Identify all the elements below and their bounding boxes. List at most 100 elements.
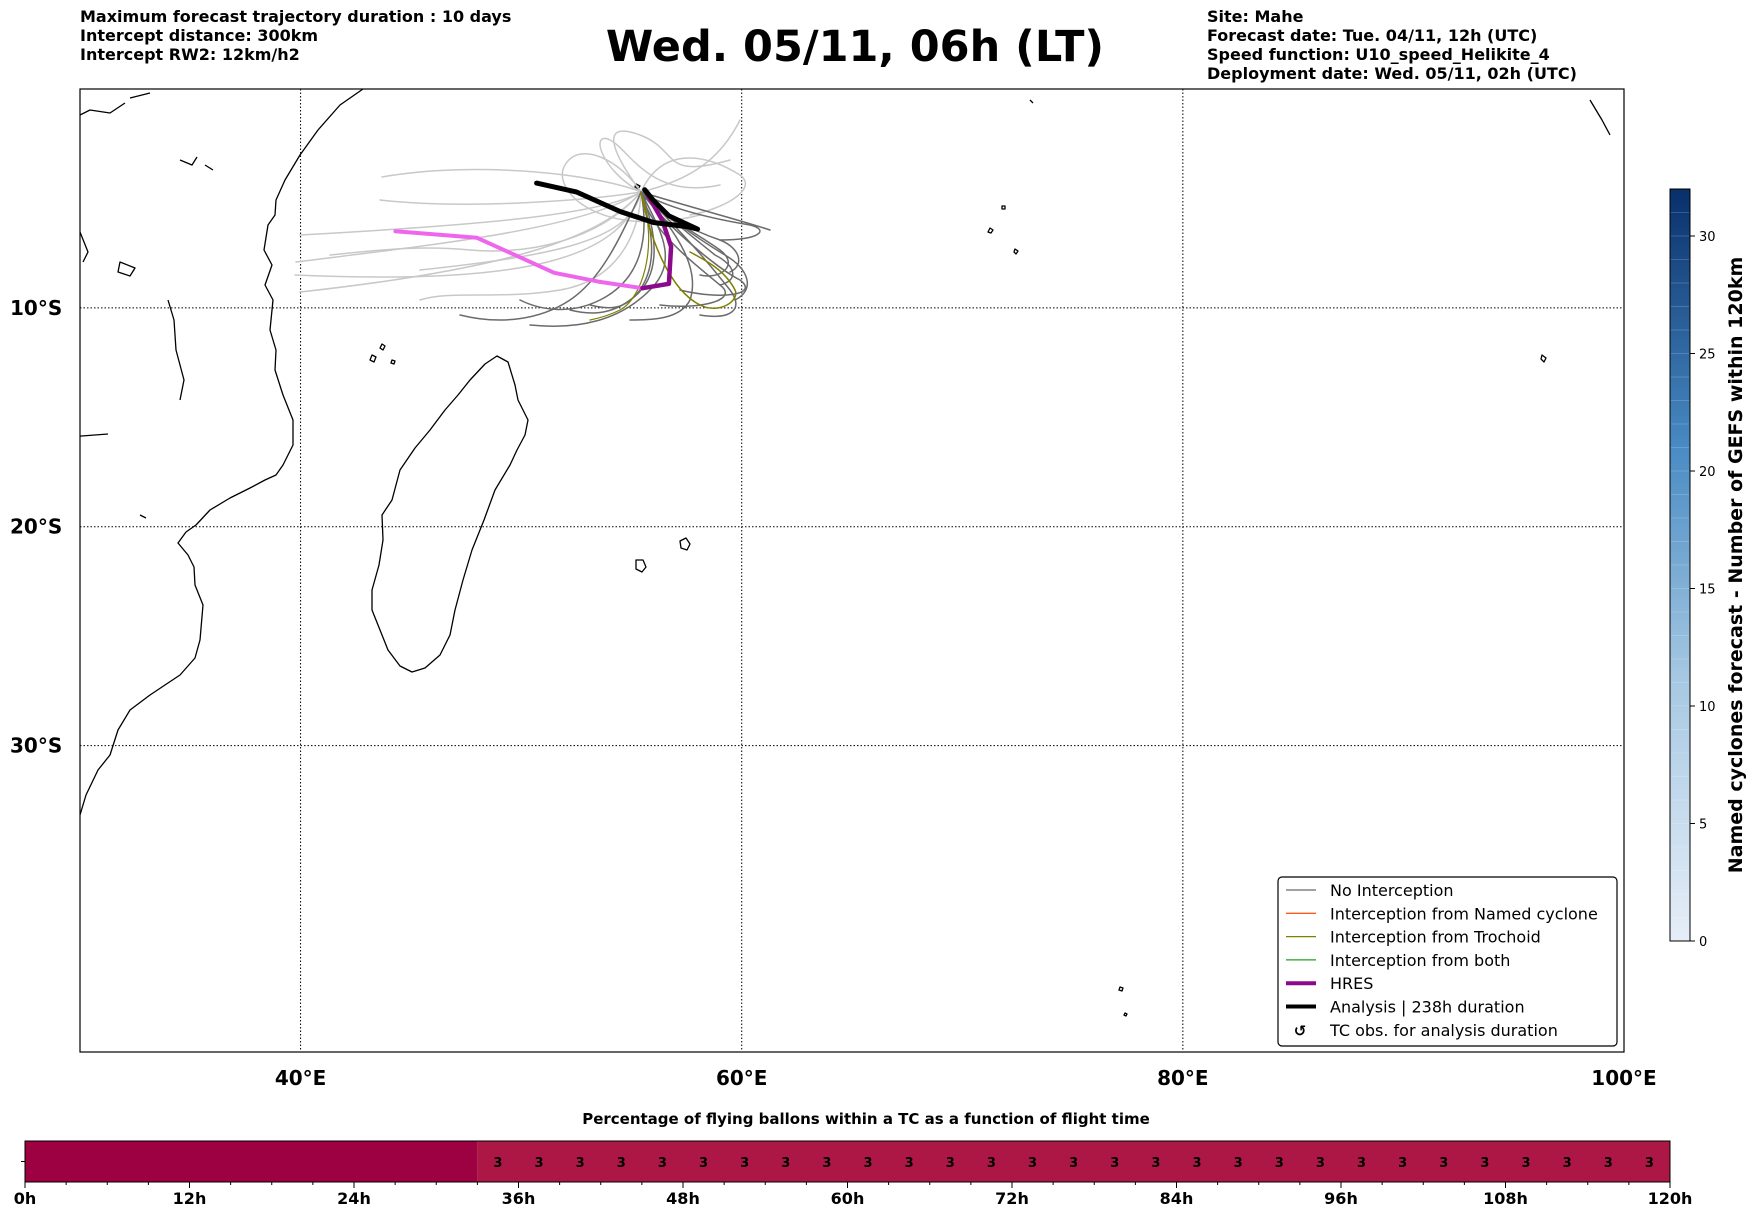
- timebar-tick-label: 24h: [337, 1189, 371, 1208]
- legend-label: No Interception: [1330, 881, 1454, 900]
- timebar-cells: 3 3 3 3 3 3 3 3 3 3 3 3 3 3 3 3 3 3 3 3 3 3 3 3 3 3 3 3 3: [25, 1141, 1670, 1182]
- longitude-tick-labels: 40°E 60°E 80°E 100°E: [275, 1066, 1657, 1090]
- coast-detail: [80, 433, 147, 519]
- timebar-cell-value: 3: [1151, 1156, 1160, 1171]
- legend-frame: [1277, 876, 1618, 1047]
- lon-tick-label: 60°E: [716, 1066, 768, 1090]
- timebar-cell-value: 3: [781, 1156, 790, 1171]
- page-title: Wed. 05/11, 06h (LT): [605, 22, 1105, 72]
- ensemble-trajectories: [294, 119, 771, 327]
- timebar-cell-value: 3: [1439, 1156, 1448, 1171]
- northern-coast-fragments: [80, 92, 214, 171]
- speed-function-text: Speed function: U10_speed_Helikite_4: [1207, 45, 1550, 64]
- timebar-cell-value: 3: [740, 1156, 749, 1171]
- africa-coastline: [80, 89, 364, 816]
- timebar-tick-label: 108h: [1483, 1189, 1528, 1208]
- timebar-cell-value: 3: [1645, 1156, 1654, 1171]
- timebar-cell-value: 3: [1069, 1156, 1078, 1171]
- timebar-cell-value: 3: [1357, 1156, 1366, 1171]
- timebar-cell-value: 3: [864, 1156, 873, 1171]
- colorbar-ticks: 0 5 10 15 20 25 30: [1671, 212, 1716, 950]
- trochoid-trajectory-2: [589, 191, 650, 321]
- comoros-islands: [369, 343, 396, 365]
- timebar-cell-value: 3: [1604, 1156, 1613, 1171]
- timebar-cell-value: 3: [1522, 1156, 1531, 1171]
- legend-label: Interception from Trochoid: [1330, 928, 1541, 947]
- intercept-distance-text: Intercept distance: 300km: [80, 26, 319, 45]
- timebar-cell-value: 3: [658, 1156, 667, 1171]
- timebar-cell-value: 3: [535, 1156, 544, 1171]
- legend-label: Analysis | 238h duration: [1330, 998, 1525, 1017]
- legend-label: HRES: [1330, 974, 1373, 993]
- timebar-cell-value: 3: [1480, 1156, 1489, 1171]
- latitude-tick-labels: 10°S 20°S 30°S: [10, 296, 62, 758]
- timebar-cell-value: 3: [493, 1156, 502, 1171]
- forecast-parameters: Maximum forecast trajectory duration : 1…: [80, 7, 511, 64]
- timebar-tick-label: 96h: [1324, 1189, 1358, 1208]
- legend: No Interception Interception from Named c…: [1277, 876, 1618, 1047]
- inland-lakes: [80, 231, 185, 401]
- hres-trajectory: [640, 187, 674, 291]
- timebar-value-block: [477, 1141, 1670, 1182]
- timebar-cell-value: 3: [1563, 1156, 1572, 1171]
- timebar-cell-value: 3: [987, 1156, 996, 1171]
- timebar-cell-value: 3: [1398, 1156, 1407, 1171]
- timebar-tick-label: 0h: [14, 1189, 37, 1208]
- colorbar-gradient: [1669, 188, 1691, 942]
- madagascar-coastline: [371, 355, 529, 673]
- timebar-tick-label: 60h: [831, 1189, 865, 1208]
- timebar-tick-label: 84h: [1160, 1189, 1194, 1208]
- timebar-cell-value: 3: [1028, 1156, 1037, 1171]
- lon-tick-label: 40°E: [275, 1066, 327, 1090]
- colorbar: 0 5 10 15 20 25 30 Named cyclones forecast - N…: [1669, 188, 1747, 950]
- mascarene-islands: [635, 537, 691, 573]
- colorbar-tick-label: 0: [1699, 935, 1707, 950]
- colorbar-tick-label: 5: [1699, 818, 1707, 833]
- deployment-date-text: Deployment date: Wed. 05/11, 02h (UTC): [1207, 64, 1577, 83]
- timebar-zero-block: [25, 1141, 478, 1182]
- forecast-date-text: Forecast date: Tue. 04/11, 12h (UTC): [1207, 26, 1538, 45]
- lon-tick-label: 80°E: [1157, 1066, 1209, 1090]
- legend-label: TC obs. for analysis duration: [1329, 1021, 1558, 1040]
- legend-label: Interception from Named cyclone: [1330, 904, 1598, 923]
- light-trajectories: [294, 119, 747, 301]
- colorbar-tick-label: 15: [1699, 583, 1716, 598]
- timebar-tick-label: 12h: [173, 1189, 207, 1208]
- colorbar-tick-label: 20: [1699, 465, 1716, 480]
- intercept-rw2-text: Intercept RW2: 12km/h2: [80, 45, 300, 64]
- timebar-tick-label: 48h: [666, 1189, 700, 1208]
- site-text: Site: Mahe: [1207, 7, 1304, 26]
- legend-label: Interception from both: [1330, 951, 1510, 970]
- timebar-cell-value: 3: [905, 1156, 914, 1171]
- analysis-trajectory: [534, 180, 701, 232]
- timebar-cell-value: 3: [1316, 1156, 1325, 1171]
- colorbar-tick-label: 30: [1699, 230, 1716, 245]
- hres-forecast-light: [393, 229, 645, 291]
- timebar-tick-label: 36h: [502, 1189, 536, 1208]
- max-duration-text: Maximum forecast trajectory duration : 1…: [80, 7, 512, 26]
- timebar-title: Percentage of flying ballons within a TC…: [582, 1110, 1150, 1128]
- flight-time-bar: Percentage of flying ballons within a TC…: [14, 1110, 1693, 1208]
- trochoid-trajectory: [640, 191, 737, 310]
- timebar-cell-value: 3: [1234, 1156, 1243, 1171]
- timebar-cell-value: 3: [822, 1156, 831, 1171]
- timebar-cell-value: 3: [946, 1156, 955, 1171]
- lat-tick-label: 10°S: [10, 296, 62, 320]
- timebar-tick-label: 72h: [995, 1189, 1029, 1208]
- colorbar-label: Named cyclones forecast - Number of GEFS…: [1725, 257, 1747, 874]
- timebar-cell-value: 3: [1275, 1156, 1284, 1171]
- gridlines: [80, 89, 1624, 1052]
- site-parameters: Site: Mahe Forecast date: Tue. 04/11, 12…: [1207, 7, 1577, 83]
- lon-tick-label: 100°E: [1591, 1066, 1656, 1090]
- eastern-islands: [1029, 99, 1611, 1017]
- timebar-cell-value: 3: [617, 1156, 626, 1171]
- timebar-tick-label: 120h: [1648, 1189, 1693, 1208]
- lat-tick-label: 20°S: [10, 515, 62, 539]
- timebar-ticks: 0h 12h 24h 36h 48h 60h 72h 84h 96h 108h 120h: [14, 1161, 1693, 1208]
- timebar-cell-value: 3: [1110, 1156, 1119, 1171]
- colorbar-tick-label: 10: [1699, 700, 1716, 715]
- timebar-cell-value: 3: [699, 1156, 708, 1171]
- timebar-cell-value: 3: [1193, 1156, 1202, 1171]
- timebar-cell-value: 3: [576, 1156, 585, 1171]
